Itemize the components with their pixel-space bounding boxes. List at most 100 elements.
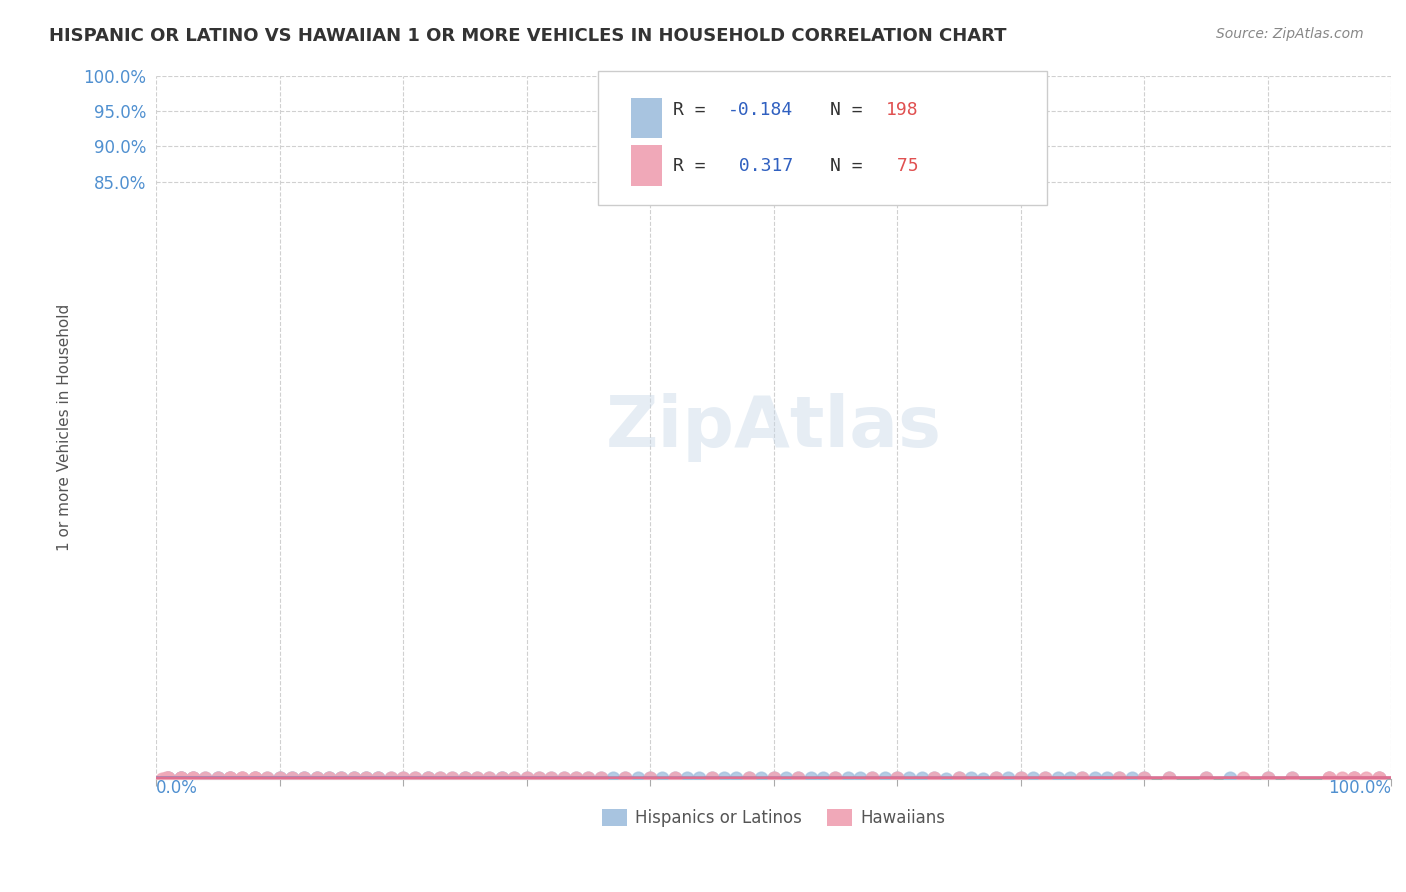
Point — [170, 771, 193, 785]
Point — [1343, 771, 1365, 785]
Point — [922, 771, 945, 785]
Point — [553, 771, 575, 785]
Point — [219, 771, 242, 785]
Point — [269, 771, 291, 785]
Point — [1330, 771, 1353, 785]
Point — [972, 772, 994, 786]
Point — [231, 771, 253, 785]
Point — [441, 771, 464, 785]
Point — [454, 771, 477, 785]
Point — [404, 771, 426, 785]
Point — [638, 771, 661, 785]
Point — [1219, 771, 1241, 785]
Point — [367, 771, 389, 785]
Point — [441, 771, 464, 785]
Point — [194, 771, 217, 785]
Point — [330, 771, 353, 785]
Point — [491, 771, 513, 785]
Point — [837, 771, 859, 785]
Point — [824, 771, 846, 785]
Point — [330, 771, 353, 785]
Point — [984, 771, 1007, 785]
Point — [984, 771, 1007, 785]
Point — [465, 771, 488, 785]
Point — [454, 771, 477, 785]
Point — [1317, 771, 1340, 785]
Text: ZipAtlas: ZipAtlas — [606, 392, 942, 462]
Point — [281, 771, 304, 785]
Point — [515, 771, 537, 785]
Point — [1368, 772, 1391, 786]
Point — [565, 771, 588, 785]
Point — [1133, 771, 1156, 785]
Point — [231, 771, 253, 785]
Text: -0.184: -0.184 — [728, 101, 793, 119]
Point — [1046, 771, 1069, 785]
Point — [170, 771, 193, 785]
Text: R =: R = — [673, 101, 717, 119]
Point — [960, 771, 983, 785]
Point — [1256, 771, 1278, 785]
Point — [565, 771, 588, 785]
Point — [207, 771, 229, 785]
Point — [948, 771, 970, 785]
Point — [243, 771, 266, 785]
Point — [1071, 771, 1094, 785]
Point — [404, 771, 426, 785]
Point — [948, 771, 970, 785]
Point — [181, 771, 204, 785]
Point — [688, 771, 710, 785]
Point — [155, 771, 177, 785]
Point — [1108, 771, 1130, 785]
Point — [478, 771, 501, 785]
Point — [749, 771, 772, 785]
Point — [454, 771, 477, 785]
Point — [1033, 771, 1056, 785]
Point — [627, 771, 650, 785]
Point — [194, 771, 217, 785]
Point — [465, 771, 488, 785]
Point — [762, 771, 785, 785]
Point — [367, 771, 389, 785]
Point — [343, 771, 366, 785]
Point — [269, 771, 291, 785]
Point — [676, 771, 699, 785]
Point — [787, 771, 810, 785]
Point — [1157, 771, 1180, 785]
Point — [1033, 771, 1056, 785]
Point — [318, 771, 340, 785]
Point — [860, 771, 883, 785]
Point — [491, 771, 513, 785]
Point — [1343, 771, 1365, 785]
Point — [1256, 771, 1278, 785]
Point — [305, 771, 328, 785]
Point — [318, 771, 340, 785]
Point — [181, 771, 204, 785]
Point — [540, 771, 562, 785]
Point — [1232, 771, 1254, 785]
Point — [170, 771, 193, 785]
Point — [1059, 771, 1081, 785]
Point — [1281, 771, 1303, 785]
Point — [416, 771, 439, 785]
Point — [392, 771, 415, 785]
Point — [1355, 771, 1378, 785]
Point — [491, 771, 513, 785]
Point — [354, 771, 377, 785]
Point — [589, 771, 612, 785]
Point — [380, 771, 402, 785]
Point — [614, 771, 637, 785]
Point — [725, 771, 748, 785]
Point — [1095, 771, 1118, 785]
Point — [367, 771, 389, 785]
Text: N =: N = — [830, 157, 873, 175]
Point — [1084, 771, 1107, 785]
Point — [922, 771, 945, 785]
Point — [553, 771, 575, 785]
Text: N =: N = — [830, 101, 873, 119]
Point — [170, 771, 193, 785]
Point — [1071, 771, 1094, 785]
Point — [638, 771, 661, 785]
Point — [343, 771, 366, 785]
Point — [354, 771, 377, 785]
